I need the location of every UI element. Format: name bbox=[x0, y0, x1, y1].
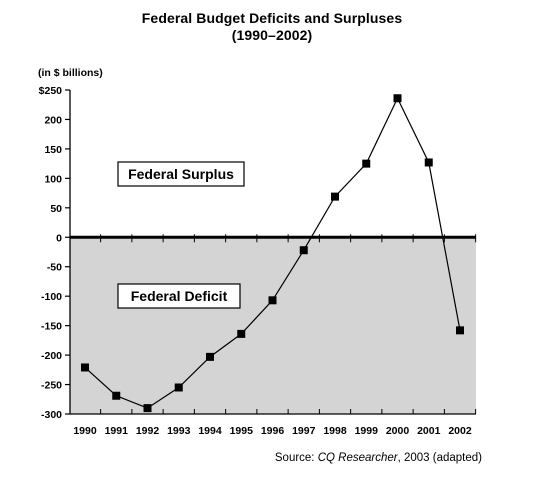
data-point-marker bbox=[206, 352, 214, 361]
deficit-region bbox=[70, 237, 476, 414]
surplus-label-box: Federal Surplus bbox=[117, 161, 245, 187]
source-suffix: , 2003 (adapted) bbox=[397, 452, 482, 464]
data-point-marker bbox=[81, 363, 89, 372]
x-tick-label: 1992 bbox=[136, 425, 160, 437]
data-point-marker bbox=[143, 404, 152, 413]
y-tick-label: -150 bbox=[41, 321, 62, 333]
data-point-marker bbox=[299, 246, 308, 255]
data-point-marker bbox=[237, 329, 246, 338]
y-tick-label: -300 bbox=[41, 409, 62, 421]
x-tick-label: 2002 bbox=[448, 425, 472, 437]
x-tick-label: 1998 bbox=[323, 425, 347, 437]
data-point-marker bbox=[331, 192, 339, 201]
chart-title: Federal Budget Deficits and Surpluses bbox=[141, 10, 403, 26]
data-point-marker bbox=[362, 159, 371, 168]
x-tick-label: 1990 bbox=[73, 425, 97, 437]
x-tick-label: 1995 bbox=[230, 425, 254, 437]
y-tick-label: 100 bbox=[44, 173, 62, 185]
data-point-marker bbox=[112, 391, 121, 400]
x-tick-label: 1991 bbox=[105, 425, 129, 437]
surplus-label: Federal Surplus bbox=[128, 166, 234, 182]
deficit-label: Federal Deficit bbox=[131, 288, 228, 304]
y-tick-label: 150 bbox=[44, 144, 62, 156]
x-tick-label: 1996 bbox=[261, 425, 285, 437]
data-point-marker bbox=[268, 296, 277, 305]
source-note: Source: CQ Researcher, 2003 (adapted) bbox=[275, 452, 482, 464]
data-point-marker bbox=[174, 383, 183, 392]
chart-subtitle: (1990–2002) bbox=[231, 27, 313, 43]
y-tick-label: -200 bbox=[41, 350, 62, 362]
x-tick-label: 2001 bbox=[417, 425, 441, 437]
x-tick-label: 1993 bbox=[167, 425, 191, 437]
y-tick-label: -250 bbox=[41, 380, 62, 392]
x-tick-label: 1994 bbox=[198, 425, 222, 437]
y-tick-label: 0 bbox=[56, 232, 62, 244]
source-publication: CQ Researcher bbox=[317, 452, 398, 464]
y-tick-label: $250 bbox=[39, 85, 63, 97]
source-prefix: Source: bbox=[274, 452, 318, 464]
x-tick-label: 1999 bbox=[355, 425, 379, 437]
y-tick-label: -100 bbox=[41, 291, 62, 303]
x-tick-label: 2000 bbox=[386, 425, 410, 437]
deficit-label-box: Federal Deficit bbox=[117, 283, 241, 309]
x-tick-label: 1997 bbox=[292, 425, 316, 437]
y-axis-label: (in $ billions) bbox=[38, 67, 103, 79]
data-point-marker bbox=[424, 158, 433, 167]
y-tick-label: 200 bbox=[44, 114, 62, 126]
data-point-marker bbox=[456, 326, 464, 335]
data-point-marker bbox=[393, 94, 402, 103]
y-tick-label: -50 bbox=[47, 262, 62, 274]
y-tick-label: 50 bbox=[50, 203, 62, 215]
